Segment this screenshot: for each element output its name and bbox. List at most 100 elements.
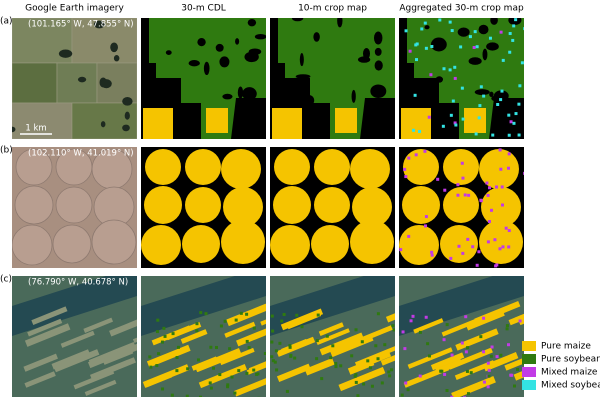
pivot [185, 149, 221, 185]
pixel [392, 328, 395, 332]
pixel [199, 395, 203, 397]
pixel [482, 380, 486, 384]
pixel [374, 344, 378, 348]
strip [357, 325, 393, 344]
mixed-pixel [500, 89, 504, 93]
strip [508, 308, 524, 326]
mixed-pixel [504, 226, 508, 230]
mixed-pixel [436, 177, 440, 181]
pixel [263, 351, 266, 355]
mixed-pixel [507, 113, 511, 117]
pixel [155, 364, 159, 368]
mixed-pixel [477, 116, 481, 120]
legend-label: Pure soybean [541, 355, 600, 365]
pixel [247, 346, 251, 350]
mixed-pixel [443, 188, 447, 192]
pixel [400, 393, 404, 397]
strip [31, 306, 68, 326]
pixel [315, 357, 319, 361]
mixed-pixel [424, 46, 428, 50]
strip [413, 318, 444, 334]
pixel [450, 353, 454, 357]
pixel [186, 367, 190, 371]
mixed-pixel [408, 49, 412, 53]
gap [291, 18, 304, 22]
mixed-pixel [448, 20, 452, 24]
strip [338, 366, 386, 392]
mixed-pixel [488, 36, 492, 40]
pixel [463, 396, 467, 397]
gap [435, 76, 444, 83]
pixel [469, 371, 473, 375]
pixel [282, 313, 286, 317]
river [399, 276, 524, 336]
pond [58, 49, 73, 58]
gap [490, 18, 498, 25]
mixed-pixel [466, 237, 470, 241]
gap [235, 38, 240, 45]
panel [399, 276, 524, 397]
mixed-pixel [487, 220, 491, 224]
pixel [510, 373, 514, 377]
pivot [273, 186, 311, 224]
pixel [445, 323, 449, 327]
mixed-pixel [486, 240, 490, 244]
strip [466, 311, 505, 331]
pixel [211, 366, 215, 370]
pixel [460, 341, 464, 345]
panel [399, 147, 524, 268]
pixel [148, 355, 152, 359]
column-header: Google Earth imagery [25, 4, 124, 14]
gap [299, 53, 304, 67]
mixed-pixel [473, 30, 477, 34]
pivot [481, 187, 521, 227]
pixel [325, 334, 329, 338]
mixed-pixel [500, 203, 504, 207]
pixel [518, 319, 522, 323]
gap [197, 37, 206, 47]
pixel [409, 319, 413, 323]
pivot [314, 187, 350, 223]
mixed-pixel [485, 181, 489, 185]
gap [254, 33, 266, 40]
pixel [466, 346, 470, 350]
pixel [487, 374, 491, 378]
mixed-pixel [517, 133, 521, 137]
mixed-pixel [507, 152, 511, 156]
pixel [288, 344, 292, 348]
strip [109, 313, 137, 337]
pixel [252, 368, 256, 372]
pixel [427, 354, 431, 358]
strip [180, 329, 208, 344]
pivot [145, 149, 181, 185]
mixed-pixel [441, 124, 445, 128]
strip [276, 363, 311, 382]
gap [424, 25, 430, 30]
strip [407, 347, 453, 369]
column-header: 30-m CDL [181, 4, 226, 14]
pixel [424, 315, 428, 319]
mixed-pixel [508, 50, 512, 54]
mixed-pixel [488, 186, 492, 190]
gap [362, 48, 370, 60]
gap [242, 87, 257, 101]
strip [280, 308, 324, 331]
panels [12, 18, 524, 397]
pixel [271, 359, 275, 363]
strip [454, 360, 495, 380]
pixel [288, 345, 292, 349]
pixel [489, 354, 493, 358]
mixed-pixel [509, 120, 513, 124]
strip [347, 358, 375, 375]
pixel [354, 328, 358, 332]
mixed-pixel [520, 61, 524, 65]
pivot [350, 149, 390, 189]
pixel [376, 312, 380, 316]
pixel [265, 357, 266, 361]
row-label: (a) [0, 17, 13, 27]
pixel [339, 364, 343, 368]
strip [60, 330, 95, 348]
maize-field [272, 108, 302, 139]
pixel [218, 373, 222, 377]
